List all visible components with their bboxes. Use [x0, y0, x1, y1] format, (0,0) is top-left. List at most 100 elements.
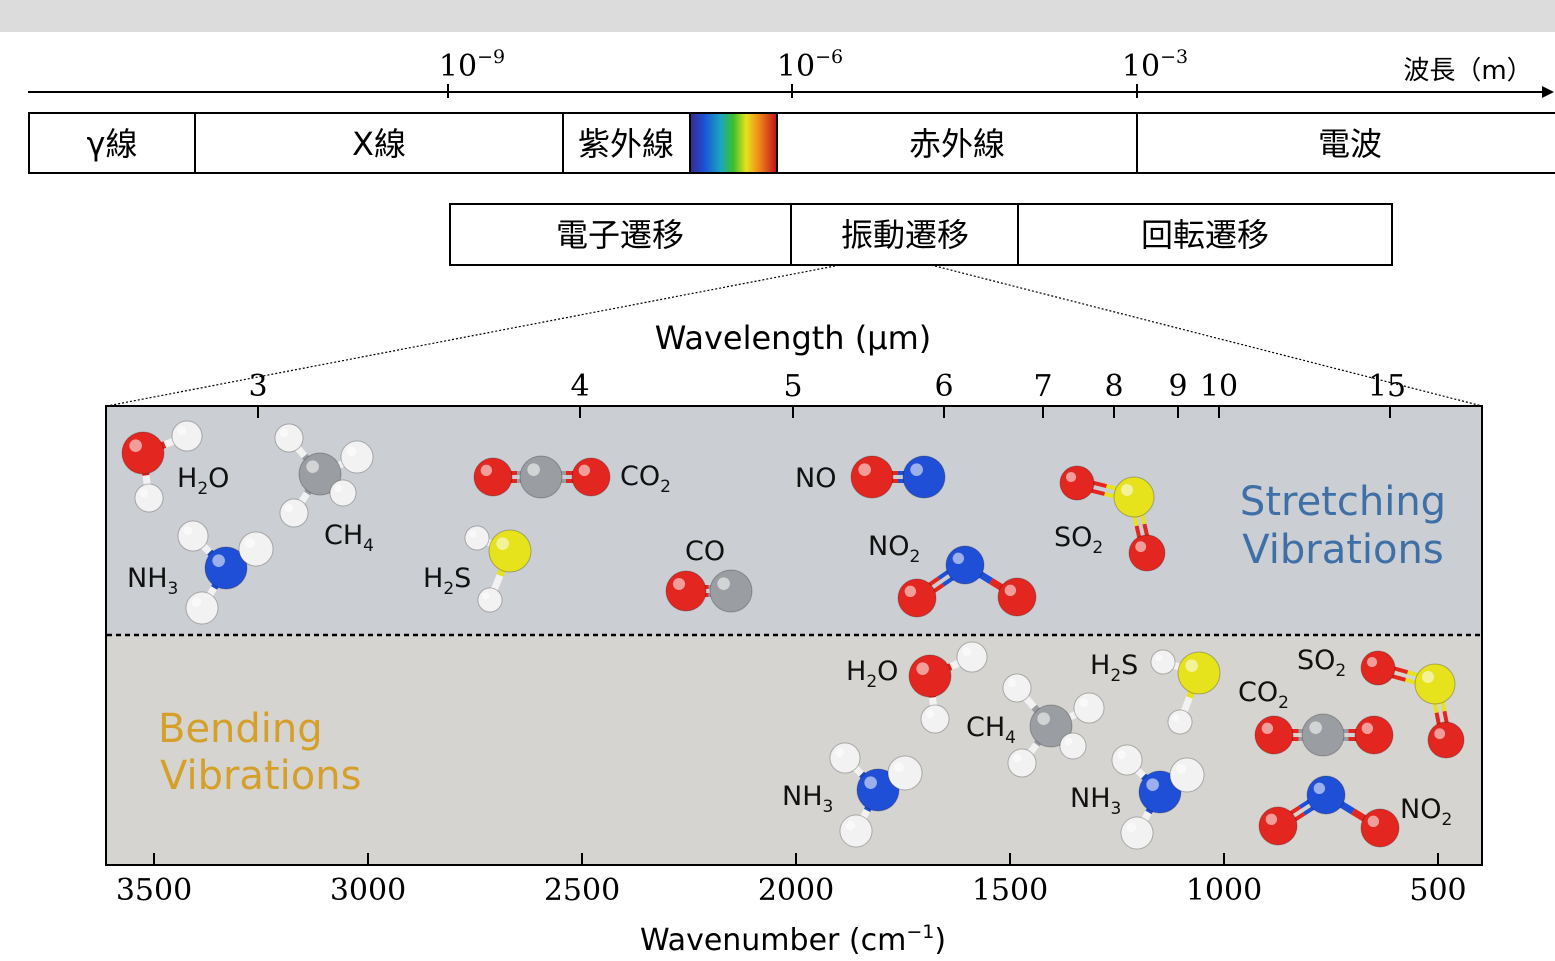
label-stretch-co: CO	[685, 536, 725, 567]
atom-H	[134, 483, 164, 513]
atom-N	[945, 545, 985, 585]
atom-H	[171, 420, 203, 452]
atom-O	[1427, 721, 1465, 759]
atom-highlight	[1064, 737, 1073, 746]
label-stretch-so2: SO2	[1054, 522, 1103, 558]
band-xray: X線	[352, 125, 406, 163]
molecule-bend-nh3-a	[829, 742, 923, 848]
atom-S	[1414, 663, 1456, 705]
molecule-bend-h2o	[908, 641, 988, 734]
bottom-axis-ticks	[153, 853, 1439, 865]
atom-highlight	[469, 530, 477, 538]
atom-H	[329, 479, 357, 507]
label-stretch-ch4: CH4	[324, 520, 374, 556]
top-tick-5: 5	[783, 369, 802, 404]
atom-highlight	[1175, 763, 1187, 775]
atom-highlight	[864, 776, 877, 789]
zoom-line-left	[106, 265, 836, 407]
stretching-label-line1: Stretching	[1240, 479, 1446, 525]
molecule-bend-no2	[1258, 775, 1400, 848]
atom-highlight	[1079, 698, 1089, 708]
bottom-tick-2500: 2500	[544, 873, 620, 908]
bending-label-line1: Bending	[158, 706, 323, 752]
atom-H	[238, 531, 274, 567]
atom-O	[1360, 808, 1400, 848]
visible-light-rainbow	[691, 114, 776, 172]
atom-S	[488, 529, 532, 573]
label-stretch-h2s: H2S	[423, 563, 471, 599]
atom-highlight	[1135, 541, 1147, 553]
atom-highlight	[346, 446, 357, 457]
atom-H	[1111, 744, 1143, 776]
atom-H	[340, 440, 374, 474]
ir-chart: Wavelength (μm) 3 4 5 6 7 8 9 10 15	[105, 319, 1483, 958]
atom-highlight	[962, 647, 972, 657]
atom-highlight	[858, 463, 871, 476]
atom-highlight	[1037, 712, 1050, 725]
atom-highlight	[1261, 722, 1274, 735]
atom-highlight	[1007, 678, 1017, 688]
atom-O	[997, 577, 1037, 617]
atom-S	[1113, 476, 1155, 518]
bending-region	[106, 635, 1482, 865]
label-bend-nh3-b: NH3	[1070, 783, 1121, 819]
label-stretch-no: NO	[795, 463, 836, 494]
label-stretch-co2: CO2	[620, 461, 671, 497]
atom-highlight	[527, 463, 540, 476]
spectrum-bands: γ線 X線 紫外線 赤外線 電波	[28, 112, 1555, 174]
atom-H	[920, 704, 950, 734]
molecule-bend-co2	[1254, 713, 1394, 757]
bottom-tick-3000: 3000	[330, 873, 406, 908]
molecule-stretch-co2	[473, 455, 611, 499]
wavelength-unit-label: 波長（m）	[1403, 56, 1532, 86]
atom-highlight	[952, 552, 965, 565]
molecule-stretch-so2	[1059, 465, 1166, 572]
molecule-bend-so2	[1360, 650, 1465, 759]
atom-O	[665, 570, 707, 612]
label-bend-no2: NO2	[1400, 794, 1452, 830]
transition-vibrational: 振動遷移	[841, 216, 969, 254]
atom-highlight	[1361, 722, 1374, 735]
atom-N	[1306, 775, 1346, 815]
label-bend-so2: SO2	[1297, 645, 1346, 681]
atom-highlight	[1065, 471, 1077, 483]
atom-H	[829, 742, 861, 774]
atom-H	[1059, 732, 1087, 760]
atom-H	[1169, 757, 1205, 793]
atom-highlight	[1422, 671, 1434, 683]
top-axis-title: Wavelength (μm)	[655, 319, 932, 357]
atom-H	[279, 498, 309, 528]
molecule-stretch-no2	[897, 545, 1037, 618]
transition-rotational: 回転遷移	[1141, 216, 1269, 254]
atom-highlight	[284, 503, 294, 513]
label-bend-co2: CO2	[1238, 677, 1289, 713]
band-ultraviolet: 紫外線	[578, 125, 674, 163]
atom-H	[1007, 748, 1037, 778]
bottom-tick-500: 500	[1409, 873, 1466, 908]
atom-H	[274, 423, 304, 453]
atom-highlight	[177, 426, 187, 436]
atom-H	[477, 587, 503, 613]
atom-O	[473, 457, 513, 497]
atom-highlight	[1366, 656, 1378, 668]
atom-highlight	[916, 662, 929, 675]
atom-O	[908, 654, 952, 698]
top-tick-3: 3	[248, 369, 267, 404]
atom-O	[121, 431, 165, 475]
molecule-stretch-no	[850, 455, 946, 499]
band-gamma: γ線	[87, 125, 138, 163]
top-tick-10: 10	[1200, 369, 1238, 404]
atom-O	[1258, 806, 1298, 846]
atom-O	[1354, 715, 1394, 755]
atom-highlight	[925, 709, 935, 719]
atom-highlight	[1313, 782, 1326, 795]
stretching-label-line2: Vibrations	[1242, 527, 1443, 573]
atom-H	[185, 591, 219, 625]
atom-highlight	[129, 439, 142, 452]
atom-O	[897, 578, 937, 618]
bottom-tick-1000: 1000	[1186, 873, 1262, 908]
label-stretch-nh3: NH3	[127, 563, 178, 599]
atom-highlight	[306, 460, 319, 473]
atom-highlight	[904, 585, 917, 598]
atom-highlight	[910, 463, 923, 476]
